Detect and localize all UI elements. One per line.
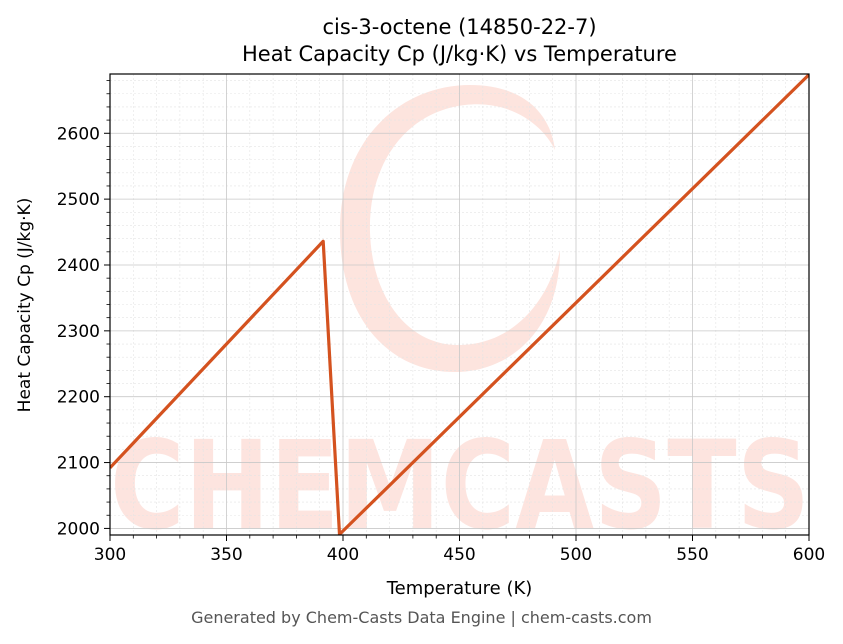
chart-title-line1: cis-3-octene (14850-22-7) — [322, 15, 596, 39]
series-line — [110, 74, 809, 535]
watermark-swirl — [340, 85, 560, 372]
y-tick-label: 2500 — [57, 190, 100, 210]
x-tick-label: 450 — [443, 545, 475, 565]
x-tick-label: 500 — [560, 545, 592, 565]
x-tick-label: 550 — [676, 545, 708, 565]
x-tick-label: 400 — [327, 545, 359, 565]
axis-ticks — [104, 80, 810, 541]
x-tick-label: 300 — [94, 545, 126, 565]
x-tick-label: 600 — [793, 545, 825, 565]
x-axis-label: Temperature (K) — [386, 578, 533, 599]
y-axis-label: Heat Capacity Cp (J/kg·K) — [15, 198, 35, 413]
y-tick-label: 2300 — [57, 322, 100, 342]
tick-labels: 300 350 400 450 500 550 600 2000 2100 2200 2300 240… — [57, 124, 825, 565]
chart-title-line2: Heat Capacity Cp (J/kg·K) vs Temperature — [242, 42, 677, 66]
y-tick-label: 2200 — [57, 388, 100, 408]
y-tick-label: 2600 — [57, 124, 100, 144]
y-tick-label: 2100 — [57, 454, 100, 474]
x-tick-label: 350 — [210, 545, 242, 565]
footer-credit: Generated by Chem-Casts Data Engine | ch… — [191, 608, 652, 627]
y-tick-label: 2000 — [57, 519, 100, 539]
y-tick-label: 2400 — [57, 256, 100, 276]
series-layer — [110, 74, 809, 535]
